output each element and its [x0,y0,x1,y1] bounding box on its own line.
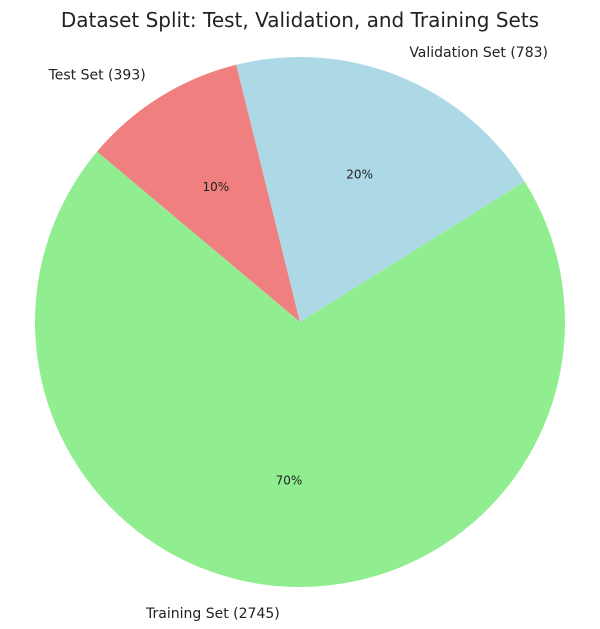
pie-slice-label-validation-set: Validation Set (783) [409,45,548,61]
pie-percent-label-validation-set: 20% [346,168,373,182]
chart-title: Dataset Split: Test, Validation, and Tra… [61,8,539,32]
pie-slice-validation-set [236,56,525,322]
pie-slice-training-set [34,151,565,587]
pie-slice-test-set [96,64,300,322]
pie-labels: 10% Test Set (393) 20% Validation Set (783)… [48,45,548,622]
pie-slice-label-training-set: Training Set (2745) [145,606,280,622]
pie-percent-label-test-set: 10% [203,180,230,194]
pie-percent-label-training-set: 70% [276,474,303,488]
pie-slices [34,56,565,587]
pie-slice-label-test-set: Test Set (393) [48,68,146,84]
